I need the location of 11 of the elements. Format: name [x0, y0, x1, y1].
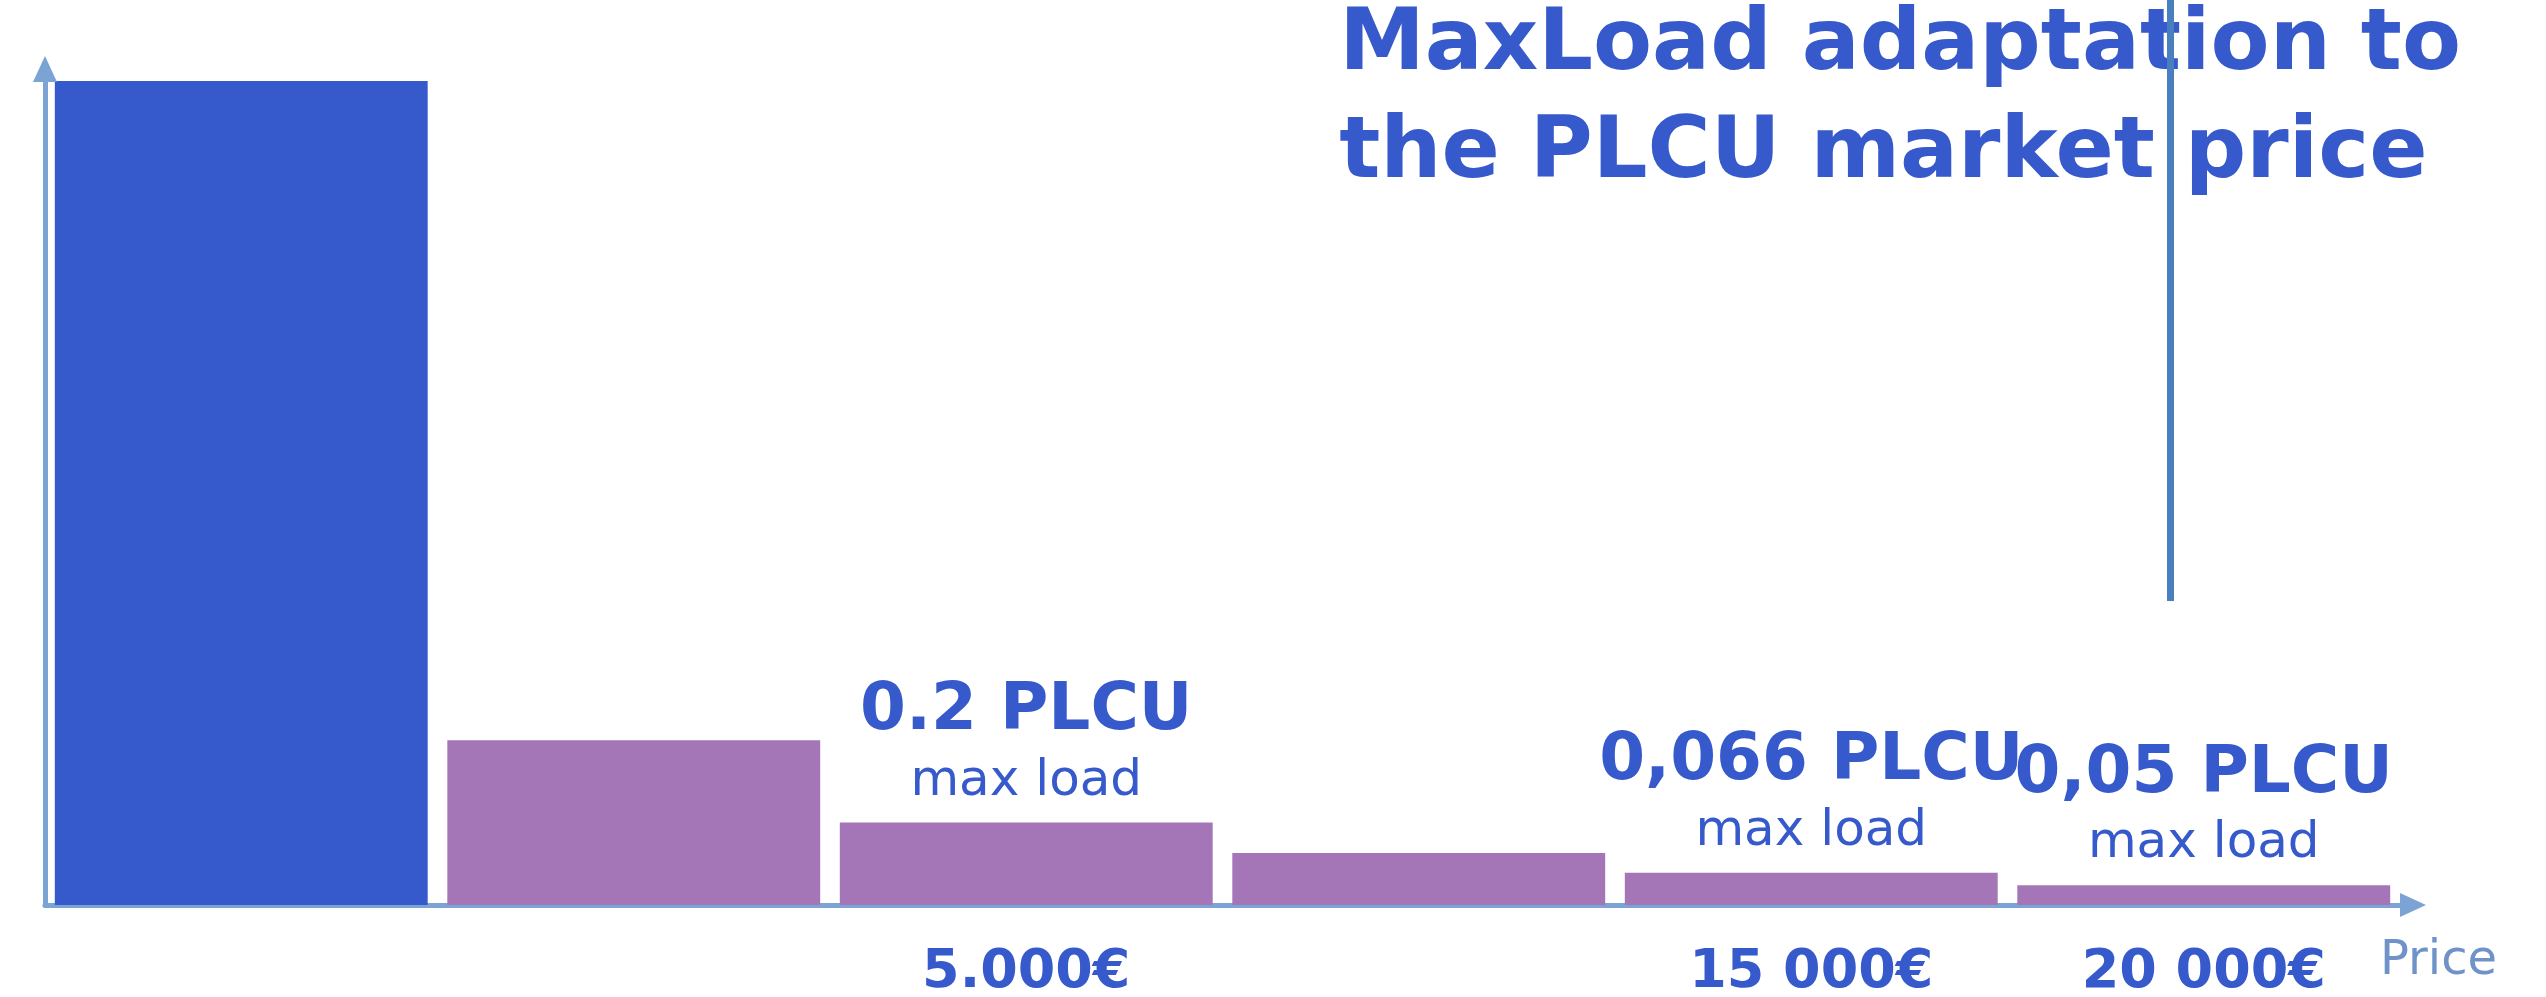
- annotation: 0.2 PLCU max load: [860, 668, 1193, 807]
- bar: [447, 740, 821, 905]
- bar: [54, 81, 428, 905]
- x-tick-label: 20 000€: [2081, 936, 2326, 997]
- bar: [839, 822, 1213, 905]
- x-tick-label: 5.000€: [922, 936, 1131, 997]
- x-axis-title: Price: [2380, 929, 2498, 985]
- bar: [2017, 885, 2391, 905]
- bar: [1232, 853, 1606, 905]
- bar: [1624, 872, 1998, 905]
- x-tick-label: 15 000€: [1689, 936, 1934, 997]
